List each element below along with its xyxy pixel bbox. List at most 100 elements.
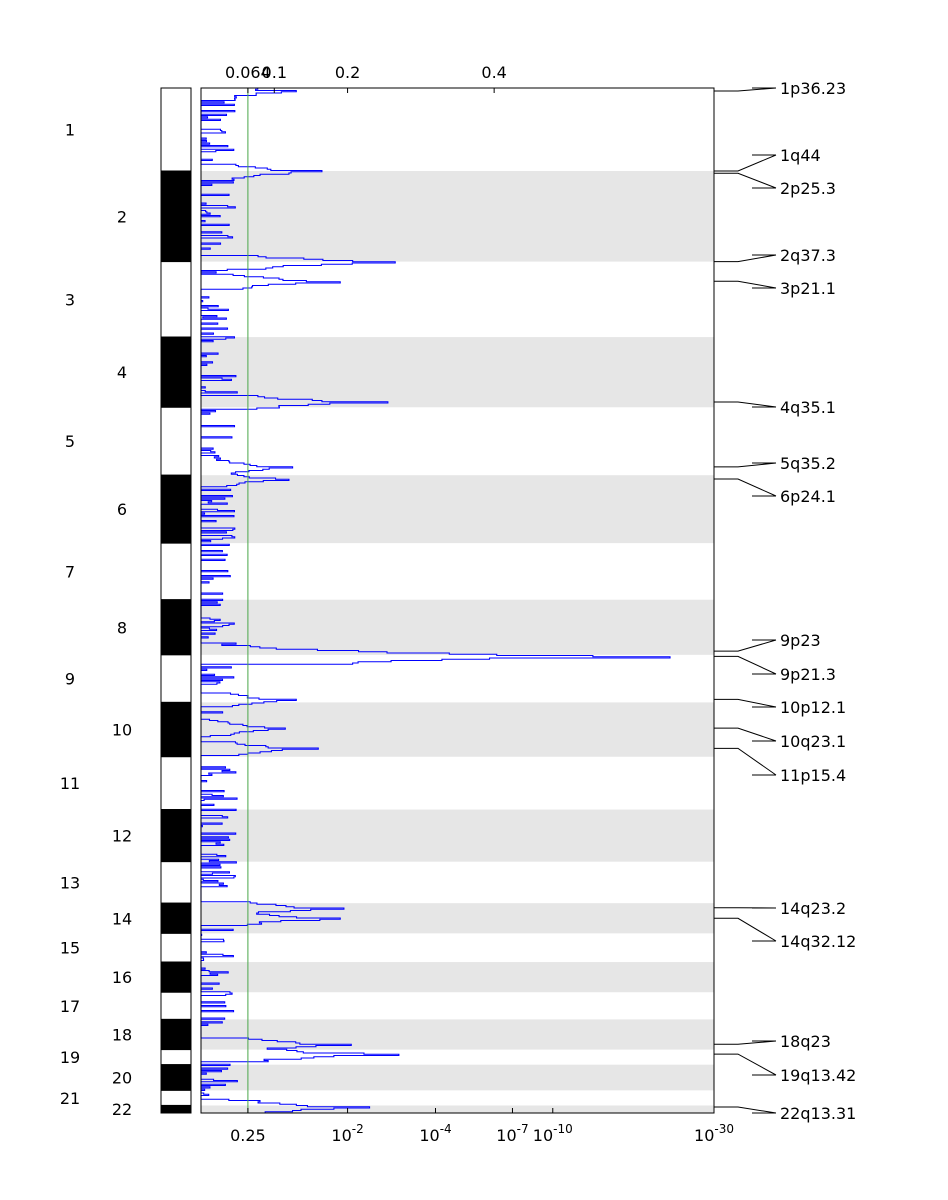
chromosome-label-11: 11: [60, 774, 80, 793]
chromosome-label-9: 9: [65, 670, 75, 689]
peak-leader-line: [714, 154, 777, 172]
peak-label-18q23: 18q23: [780, 1032, 831, 1051]
ideogram-chr18: [160, 1018, 192, 1051]
peak-label-9p23: 9p23: [780, 631, 821, 650]
ideogram-chr6: [160, 474, 192, 544]
ideogram-chr20: [160, 1064, 192, 1091]
ideogram-chr2: [160, 170, 192, 263]
chromosome-label-21: 21: [60, 1089, 80, 1108]
peak-label-1q44: 1q44: [780, 146, 821, 165]
peak-leader-line: [714, 172, 777, 189]
ideogram-chr12: [160, 809, 192, 863]
band-shade-chr4: [201, 337, 714, 408]
ideogram-chr13: [160, 861, 192, 904]
bottom-tick-label: 0.25: [230, 1126, 266, 1145]
band-shade-chr6: [201, 475, 714, 544]
ideogram-chr17: [160, 991, 192, 1020]
peak-leader-line: [714, 747, 777, 776]
band-shade-chr12: [201, 809, 714, 862]
chromosome-label-12: 12: [112, 827, 132, 846]
peak-label-19q13.42: 19q13.42: [780, 1066, 856, 1085]
plot-frame: [200, 87, 715, 1114]
ideogram-chr19: [160, 1049, 192, 1066]
ideogram-chr4: [160, 336, 192, 408]
peak-label-4q35.1: 4q35.1: [780, 398, 836, 417]
peak-label-14q23.2: 14q23.2: [780, 899, 846, 918]
peak-label-10p12.1: 10p12.1: [780, 698, 846, 717]
peak-leader-line: [714, 254, 777, 263]
peak-leader-line: [714, 917, 777, 942]
chromosome-label-18: 18: [112, 1026, 132, 1045]
chromosome-label-6: 6: [117, 500, 127, 519]
top-tick-label: 0.4: [481, 63, 506, 82]
peak-leader-line: [714, 698, 777, 708]
ideogram-chr9: [160, 654, 192, 703]
band-shade-chr18: [201, 1019, 714, 1050]
chromosome-label-7: 7: [65, 562, 75, 581]
ideogram-chr11: [160, 756, 192, 811]
bottom-tick-label: 10-2: [331, 1122, 363, 1145]
peak-leader-line: [714, 401, 777, 408]
ideogram-chr7: [160, 542, 192, 601]
ideogram-chr5: [160, 406, 192, 476]
peak-leader-line: [714, 639, 777, 652]
chromosome-label-17: 17: [60, 997, 80, 1016]
chromosome-label-2: 2: [117, 207, 127, 226]
bottom-tick-label: 10-4: [419, 1122, 451, 1145]
peak-label-2q37.3: 2q37.3: [780, 246, 836, 265]
ideogram-chr14: [160, 902, 192, 934]
chromosome-label-10: 10: [112, 721, 132, 740]
peak-leader-line: [714, 478, 777, 497]
peak-leader-line: [714, 727, 777, 742]
band-shade-chr20: [201, 1064, 714, 1091]
chromosome-label-13: 13: [60, 873, 80, 892]
band-shade-chr8: [201, 599, 714, 655]
chromosome-label-16: 16: [112, 968, 132, 987]
ideogram-chr1: [160, 87, 192, 172]
top-tick-label: 0.064: [225, 63, 271, 82]
chromosome-label-4: 4: [117, 363, 127, 382]
peak-leader-line: [714, 1040, 777, 1045]
ideogram-chr22: [160, 1104, 192, 1114]
band-shade-chr2: [201, 171, 714, 262]
peak-label-9p21.3: 9p21.3: [780, 665, 836, 684]
ideogram-chr8: [160, 599, 192, 656]
peak-leader-line: [714, 655, 777, 675]
band-shade-chr16: [201, 962, 714, 993]
peak-label-14q32.12: 14q32.12: [780, 932, 856, 951]
peak-label-22q13.31: 22q13.31: [780, 1104, 856, 1123]
chromosome-label-5: 5: [65, 432, 75, 451]
bottom-tick-label: 10-30: [694, 1122, 734, 1145]
chromosome-label-19: 19: [60, 1048, 80, 1067]
peak-label-6p24.1: 6p24.1: [780, 487, 836, 506]
peak-label-5q35.2: 5q35.2: [780, 454, 836, 473]
chromosome-label-15: 15: [60, 939, 80, 958]
chromosome-label-14: 14: [112, 909, 132, 928]
chromosome-ideogram: [160, 87, 192, 1114]
peak-leader-line: [714, 1053, 777, 1076]
chromosome-band-shading: [201, 171, 714, 1113]
peak-label-2p25.3: 2p25.3: [780, 179, 836, 198]
peak-label-3p21.1: 3p21.1: [780, 279, 836, 298]
band-shade-chr22: [201, 1105, 714, 1113]
peak-leader-line: [714, 462, 777, 468]
ideogram-chr15: [160, 932, 192, 963]
peak-leader-line: [714, 87, 777, 92]
bottom-tick-label: 10-7: [496, 1122, 528, 1145]
chromosome-label-8: 8: [117, 618, 127, 637]
chromosome-label-22: 22: [112, 1100, 132, 1119]
peak-label-1p36.23: 1p36.23: [780, 79, 846, 98]
peak-label-10q23.1: 10q23.1: [780, 732, 846, 751]
ideogram-chr21: [160, 1089, 192, 1106]
top-tick-label: 0.2: [335, 63, 360, 82]
chromosome-label-3: 3: [65, 290, 75, 309]
peak-label-11p15.4: 11p15.4: [780, 766, 846, 785]
bottom-axis: 0.25 10-2 10-4 10-7 10-10 10-30: [230, 1108, 734, 1145]
chromosome-label-20: 20: [112, 1069, 132, 1088]
chromosome-label-1: 1: [65, 121, 75, 140]
ideogram-chr3: [160, 261, 192, 338]
ideogram-chr16: [160, 961, 192, 993]
